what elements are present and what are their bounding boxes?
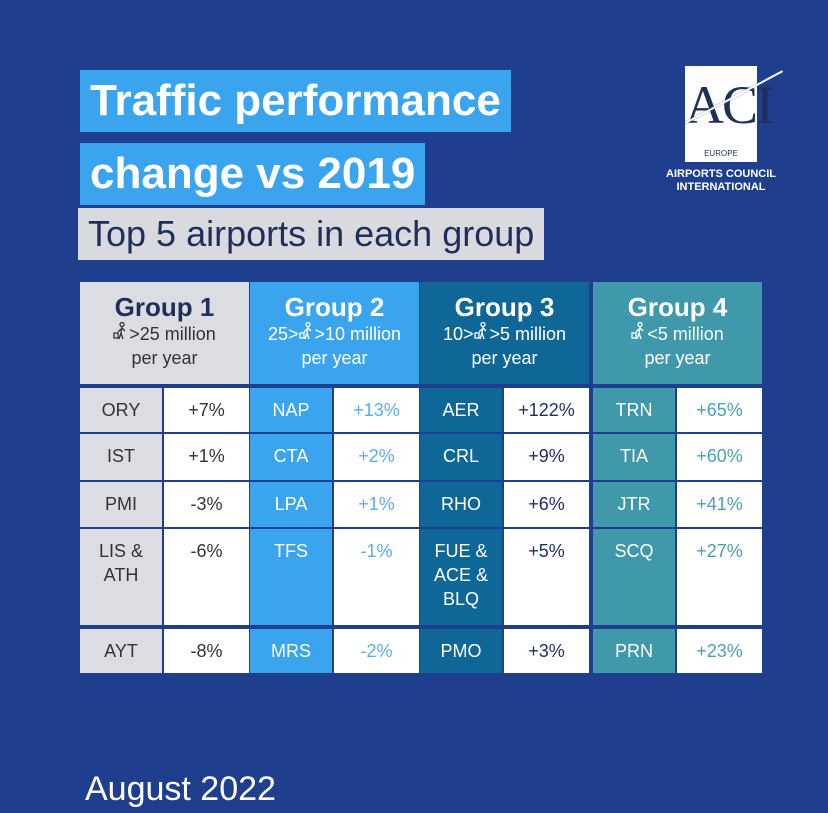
- traffic-change: +27%: [677, 529, 762, 625]
- airport-code: PRN: [593, 629, 675, 673]
- logo-name-1: AIRPORTS COUNCIL: [666, 168, 776, 180]
- group-4-column: Group 4 <5 million per year TRN +65% TIA +…: [593, 282, 762, 673]
- range-suffix: <5 million: [647, 324, 724, 344]
- traffic-change: -3%: [164, 482, 249, 527]
- airport-code: IST: [80, 434, 162, 480]
- traffic-change: +6%: [504, 482, 589, 527]
- traffic-change: +5%: [504, 529, 589, 625]
- airport-code: CTA: [250, 434, 332, 480]
- airport-code: ORY: [80, 388, 162, 432]
- traffic-change: +122%: [504, 388, 589, 432]
- group-unit: per year: [471, 348, 538, 368]
- group-header: Group 1 >25 million per year: [80, 282, 249, 384]
- group-header: Group 3 10> >5 million per year: [420, 282, 589, 384]
- group-unit: per year: [131, 348, 198, 368]
- traveller-icon: [298, 321, 315, 344]
- logo-name-2: INTERNATIONAL: [676, 181, 766, 193]
- airport-code: AER: [420, 388, 502, 432]
- traffic-change: +2%: [334, 434, 419, 480]
- traffic-change: +23%: [677, 629, 762, 673]
- traffic-change: +9%: [504, 434, 589, 480]
- group-title: Group 1: [114, 292, 215, 322]
- footer-date: August 2022: [85, 770, 276, 808]
- range-suffix: >5 million: [489, 324, 567, 344]
- traffic-change: +60%: [677, 434, 762, 480]
- airport-code: LIS & ATH: [80, 529, 162, 625]
- group-1-column: Group 1 >25 million per year ORY +7% IST +…: [80, 282, 249, 673]
- airport-code: JTR: [593, 482, 675, 527]
- range-prefix: 25>: [267, 324, 299, 344]
- airport-code: RHO: [420, 482, 502, 527]
- traffic-change: -6%: [164, 529, 249, 625]
- airport-code: TIA: [593, 434, 675, 480]
- traffic-change: +13%: [334, 388, 419, 432]
- group-title: Group 3: [454, 292, 555, 322]
- title-line-2: change vs 2019: [80, 143, 426, 205]
- group-2-column: Group 2 25> >10 million per year NAP +13% C…: [250, 282, 419, 673]
- logo-region: EUROPE: [704, 149, 738, 158]
- group-3-column: Group 3 10> >5 million per year AER +122% C…: [420, 282, 589, 673]
- airport-code: TFS: [250, 529, 332, 625]
- range-suffix: >25 million: [129, 324, 216, 344]
- airport-code: AYT: [80, 629, 162, 673]
- airport-code: PMI: [80, 482, 162, 527]
- airport-code: CRL: [420, 434, 502, 480]
- airport-code: LPA: [250, 482, 332, 527]
- airport-code: FUE & ACE & BLQ: [420, 529, 502, 625]
- traffic-change: +65%: [677, 388, 762, 432]
- traffic-change: -1%: [334, 529, 419, 625]
- title-line-1: Traffic performance: [80, 70, 511, 132]
- traveller-icon: [631, 321, 647, 344]
- airport-code: TRN: [593, 388, 675, 432]
- airport-code: NAP: [250, 388, 332, 432]
- group-unit: per year: [301, 348, 368, 368]
- aci-europe-logo: ACI EUROPE AIRPORTS COUNCIL INTERNATIONAL: [666, 66, 784, 194]
- traffic-change: +41%: [677, 482, 762, 527]
- airport-code: PMO: [420, 629, 502, 673]
- traffic-change: +7%: [164, 388, 249, 432]
- traffic-change: -2%: [334, 629, 419, 673]
- traveller-icon: [473, 321, 490, 344]
- airport-code: MRS: [250, 629, 332, 673]
- traffic-change: +1%: [164, 434, 249, 480]
- traffic-change: +3%: [504, 629, 589, 673]
- traffic-change: -8%: [164, 629, 249, 673]
- traffic-change: +1%: [334, 482, 419, 527]
- group-unit: per year: [644, 348, 711, 368]
- logo-letters: ACI: [685, 75, 774, 135]
- group-title: Group 2: [284, 292, 385, 322]
- range-suffix: >10 million: [314, 324, 402, 344]
- airport-code: SCQ: [593, 529, 675, 625]
- range-prefix: 10>: [442, 324, 474, 344]
- traveller-icon: [113, 321, 129, 344]
- group-header: Group 4 <5 million per year: [593, 282, 762, 384]
- group-title: Group 4: [627, 292, 728, 322]
- group-header: Group 2 25> >10 million per year: [250, 282, 419, 384]
- subtitle: Top 5 airports in each group: [78, 208, 545, 260]
